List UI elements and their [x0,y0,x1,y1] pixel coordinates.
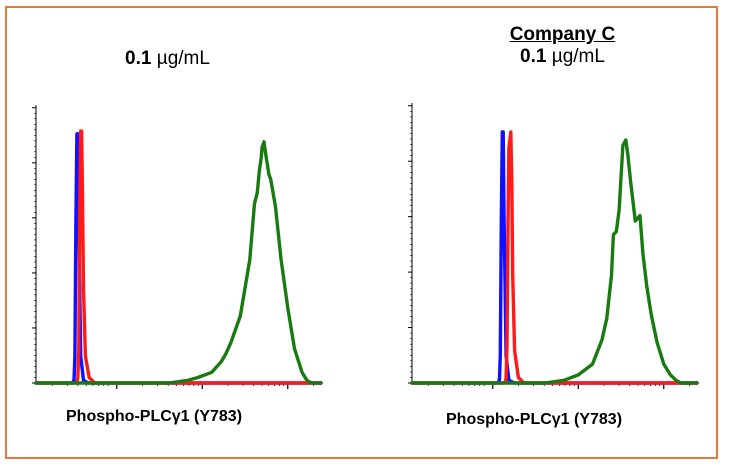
panel-2-header: Company C 0.1 µg/mL [455,24,670,68]
figure-frame [5,6,718,459]
panel-1-conc-unit: µg/mL [156,48,210,69]
panel-1-conc-value: 0.1 [125,48,152,69]
panel-2-xlabel: Phospho-PLCγ1 (Y783) [446,411,623,428]
series-line-red [410,130,699,385]
panel-1-header: 0.1 µg/mL [60,48,275,70]
panel-2-conc-unit: µg/mL [551,46,605,67]
series-line-blue [410,130,699,385]
panel-1-concentration: 0.1 µg/mL [60,48,275,70]
panel-2-concentration: 0.1 µg/mL [455,46,670,68]
series-line-green [410,138,699,385]
histogram-plot-1 [32,105,323,389]
panel-1-xlabel: Phospho-PLCγ1 (Y783) [66,408,243,425]
panel-2-conc-value: 0.1 [520,46,547,67]
histogram-plot-2 [408,103,699,389]
series-line-green [34,140,323,385]
series-line-red [34,129,323,385]
panel-2-title: Company C [509,24,616,45]
